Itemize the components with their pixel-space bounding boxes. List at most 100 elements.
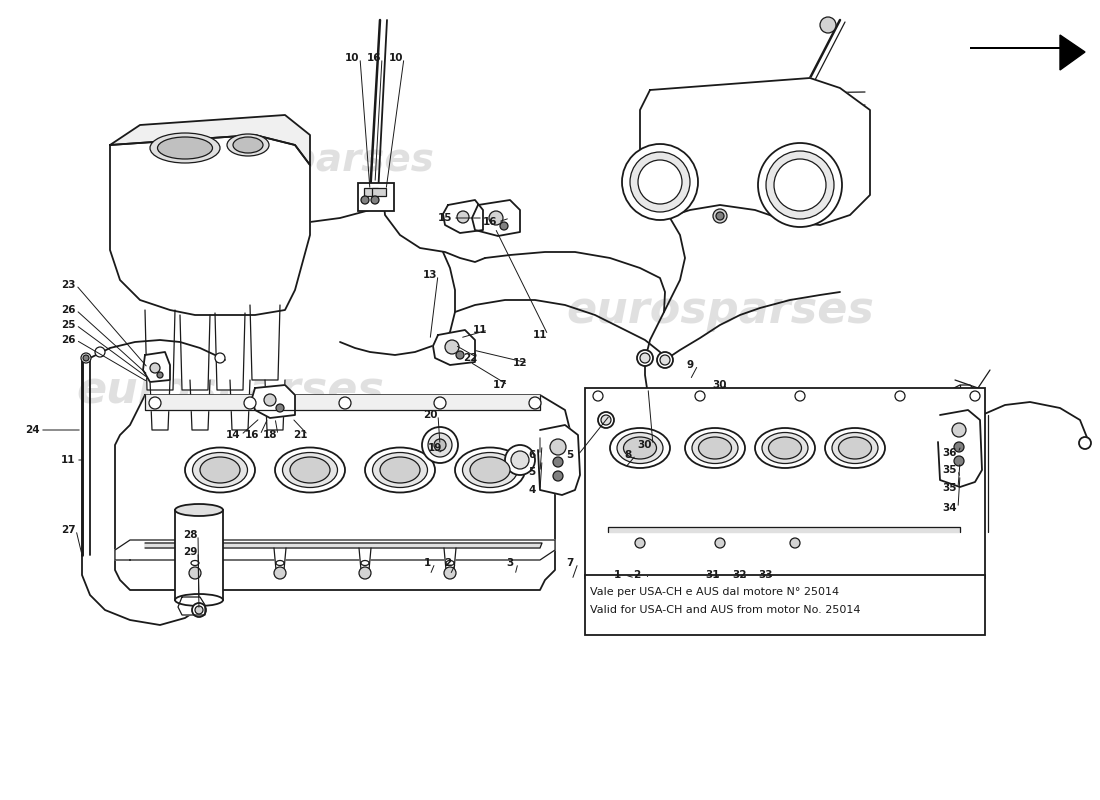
Text: 30: 30 (638, 440, 652, 450)
Circle shape (371, 196, 380, 204)
Circle shape (428, 433, 452, 457)
Circle shape (713, 209, 727, 223)
Circle shape (490, 211, 503, 225)
Polygon shape (180, 315, 210, 390)
Polygon shape (150, 380, 170, 430)
Polygon shape (608, 527, 960, 532)
Polygon shape (189, 548, 201, 570)
Circle shape (790, 538, 800, 548)
Circle shape (640, 353, 650, 363)
Text: 31: 31 (706, 570, 721, 580)
Circle shape (635, 538, 645, 548)
Text: 9: 9 (686, 360, 694, 370)
Text: 7: 7 (566, 558, 574, 568)
Circle shape (795, 391, 805, 401)
Polygon shape (145, 395, 540, 410)
Polygon shape (116, 540, 556, 560)
Text: Vale per USA-CH e AUS dal motore N° 25014: Vale per USA-CH e AUS dal motore N° 2501… (590, 587, 839, 597)
Text: 26: 26 (60, 335, 75, 345)
Ellipse shape (150, 133, 220, 163)
Circle shape (456, 351, 464, 359)
Polygon shape (214, 313, 245, 390)
Ellipse shape (373, 453, 428, 487)
Circle shape (695, 391, 705, 401)
Text: 18: 18 (263, 430, 277, 440)
Text: 24: 24 (24, 425, 40, 435)
Circle shape (637, 350, 653, 366)
Polygon shape (359, 548, 371, 570)
Circle shape (553, 457, 563, 467)
Circle shape (82, 355, 89, 361)
Ellipse shape (365, 447, 435, 493)
Text: 36: 36 (943, 448, 957, 458)
Text: 2: 2 (444, 558, 452, 568)
Text: 26: 26 (60, 305, 75, 315)
Ellipse shape (762, 433, 808, 463)
Text: 35: 35 (943, 465, 957, 475)
Text: 4: 4 (528, 485, 536, 495)
Circle shape (598, 412, 614, 428)
Ellipse shape (825, 428, 886, 468)
Circle shape (895, 391, 905, 401)
Text: 30: 30 (713, 380, 727, 390)
Ellipse shape (470, 457, 510, 483)
Text: 12: 12 (513, 358, 527, 368)
Circle shape (444, 567, 456, 579)
Ellipse shape (379, 457, 420, 483)
Text: 32: 32 (733, 570, 747, 580)
Circle shape (970, 391, 980, 401)
Text: eurosparses: eurosparses (566, 289, 873, 331)
Ellipse shape (191, 561, 199, 566)
Text: 29: 29 (183, 547, 197, 557)
Bar (175, 510, 223, 600)
Polygon shape (250, 305, 280, 380)
Ellipse shape (157, 137, 212, 159)
Circle shape (148, 397, 161, 409)
Text: 28: 28 (183, 530, 197, 540)
Polygon shape (230, 380, 250, 430)
Text: 13: 13 (422, 270, 438, 280)
Circle shape (434, 397, 446, 409)
Text: 5: 5 (566, 450, 573, 460)
Text: 34: 34 (943, 503, 957, 513)
Polygon shape (274, 548, 286, 570)
Text: 5: 5 (528, 467, 536, 477)
Text: 8: 8 (625, 450, 631, 460)
Polygon shape (472, 200, 520, 236)
Circle shape (150, 363, 160, 373)
Circle shape (446, 340, 459, 354)
Circle shape (434, 439, 446, 451)
Circle shape (339, 397, 351, 409)
Ellipse shape (692, 433, 738, 463)
Circle shape (716, 212, 724, 220)
Circle shape (601, 415, 610, 425)
Text: 3: 3 (506, 558, 514, 568)
Text: 10: 10 (388, 53, 404, 63)
Circle shape (657, 352, 673, 368)
Text: 22: 22 (463, 353, 477, 363)
Circle shape (274, 567, 286, 579)
Circle shape (630, 152, 690, 212)
Bar (585, 575, 984, 635)
Ellipse shape (200, 457, 240, 483)
Circle shape (214, 353, 225, 363)
Ellipse shape (185, 447, 255, 493)
Ellipse shape (290, 457, 330, 483)
Text: 27: 27 (60, 525, 75, 535)
Ellipse shape (233, 137, 263, 153)
Text: 33: 33 (759, 570, 773, 580)
Text: Valid for USA-CH and AUS from motor No. 25014: Valid for USA-CH and AUS from motor No. … (590, 605, 860, 615)
Circle shape (361, 196, 368, 204)
Ellipse shape (276, 561, 284, 566)
Text: eurosparses: eurosparses (166, 141, 434, 179)
Polygon shape (538, 425, 580, 495)
Text: 16: 16 (366, 53, 382, 63)
Ellipse shape (624, 437, 657, 459)
Circle shape (195, 606, 204, 614)
Circle shape (422, 427, 458, 463)
Polygon shape (640, 78, 870, 225)
Polygon shape (178, 597, 205, 615)
Text: 16: 16 (244, 430, 260, 440)
Polygon shape (145, 310, 175, 390)
Text: 20: 20 (422, 410, 438, 420)
